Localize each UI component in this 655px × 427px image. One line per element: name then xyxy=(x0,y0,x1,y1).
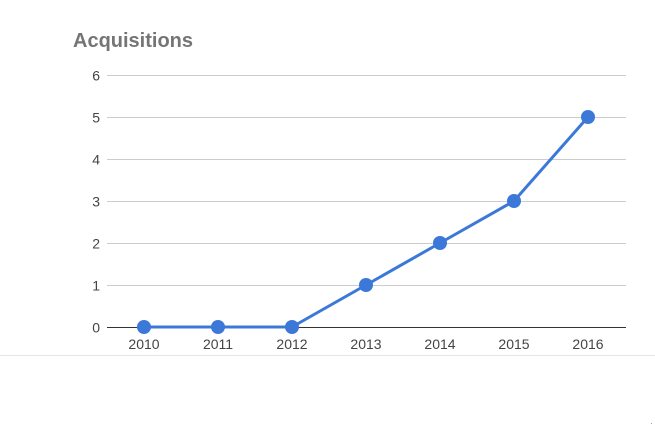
chart-title: Acquisitions xyxy=(73,30,194,52)
y-tick-label: 6 xyxy=(92,68,100,84)
data-point-2010[interactable] xyxy=(137,320,151,334)
x-tick-label: 2013 xyxy=(350,336,381,352)
x-tick-label: 2011 xyxy=(203,336,233,352)
y-tick-label: 4 xyxy=(92,152,100,168)
x-tick-label: 2010 xyxy=(128,336,159,352)
y-tick-label: 3 xyxy=(92,194,100,210)
data-point-2011[interactable] xyxy=(211,320,225,334)
page-divider xyxy=(0,355,655,356)
data-point-2014[interactable] xyxy=(433,236,447,250)
x-tick-label: 2012 xyxy=(276,336,307,352)
y-axis-ticks: 0 1 2 3 4 5 6 xyxy=(92,68,100,336)
series-line xyxy=(144,116,590,329)
y-tick-label: 1 xyxy=(92,278,100,294)
x-axis-ticks: 2010 2011 2012 2013 2014 2015 2016 xyxy=(128,336,603,352)
corner-mark xyxy=(651,423,652,424)
data-point-2012[interactable] xyxy=(285,320,299,334)
data-point-2013[interactable] xyxy=(359,278,373,292)
y-tick-label: 5 xyxy=(92,110,100,126)
y-tick-label: 0 xyxy=(92,320,100,336)
data-point-2015[interactable] xyxy=(507,194,521,208)
x-tick-label: 2015 xyxy=(498,336,529,352)
data-point-2016[interactable] xyxy=(581,110,595,124)
y-tick-label: 2 xyxy=(92,236,100,252)
x-tick-label: 2016 xyxy=(572,336,603,352)
x-tick-label: 2014 xyxy=(424,336,455,352)
series-acquisitions xyxy=(137,110,595,334)
